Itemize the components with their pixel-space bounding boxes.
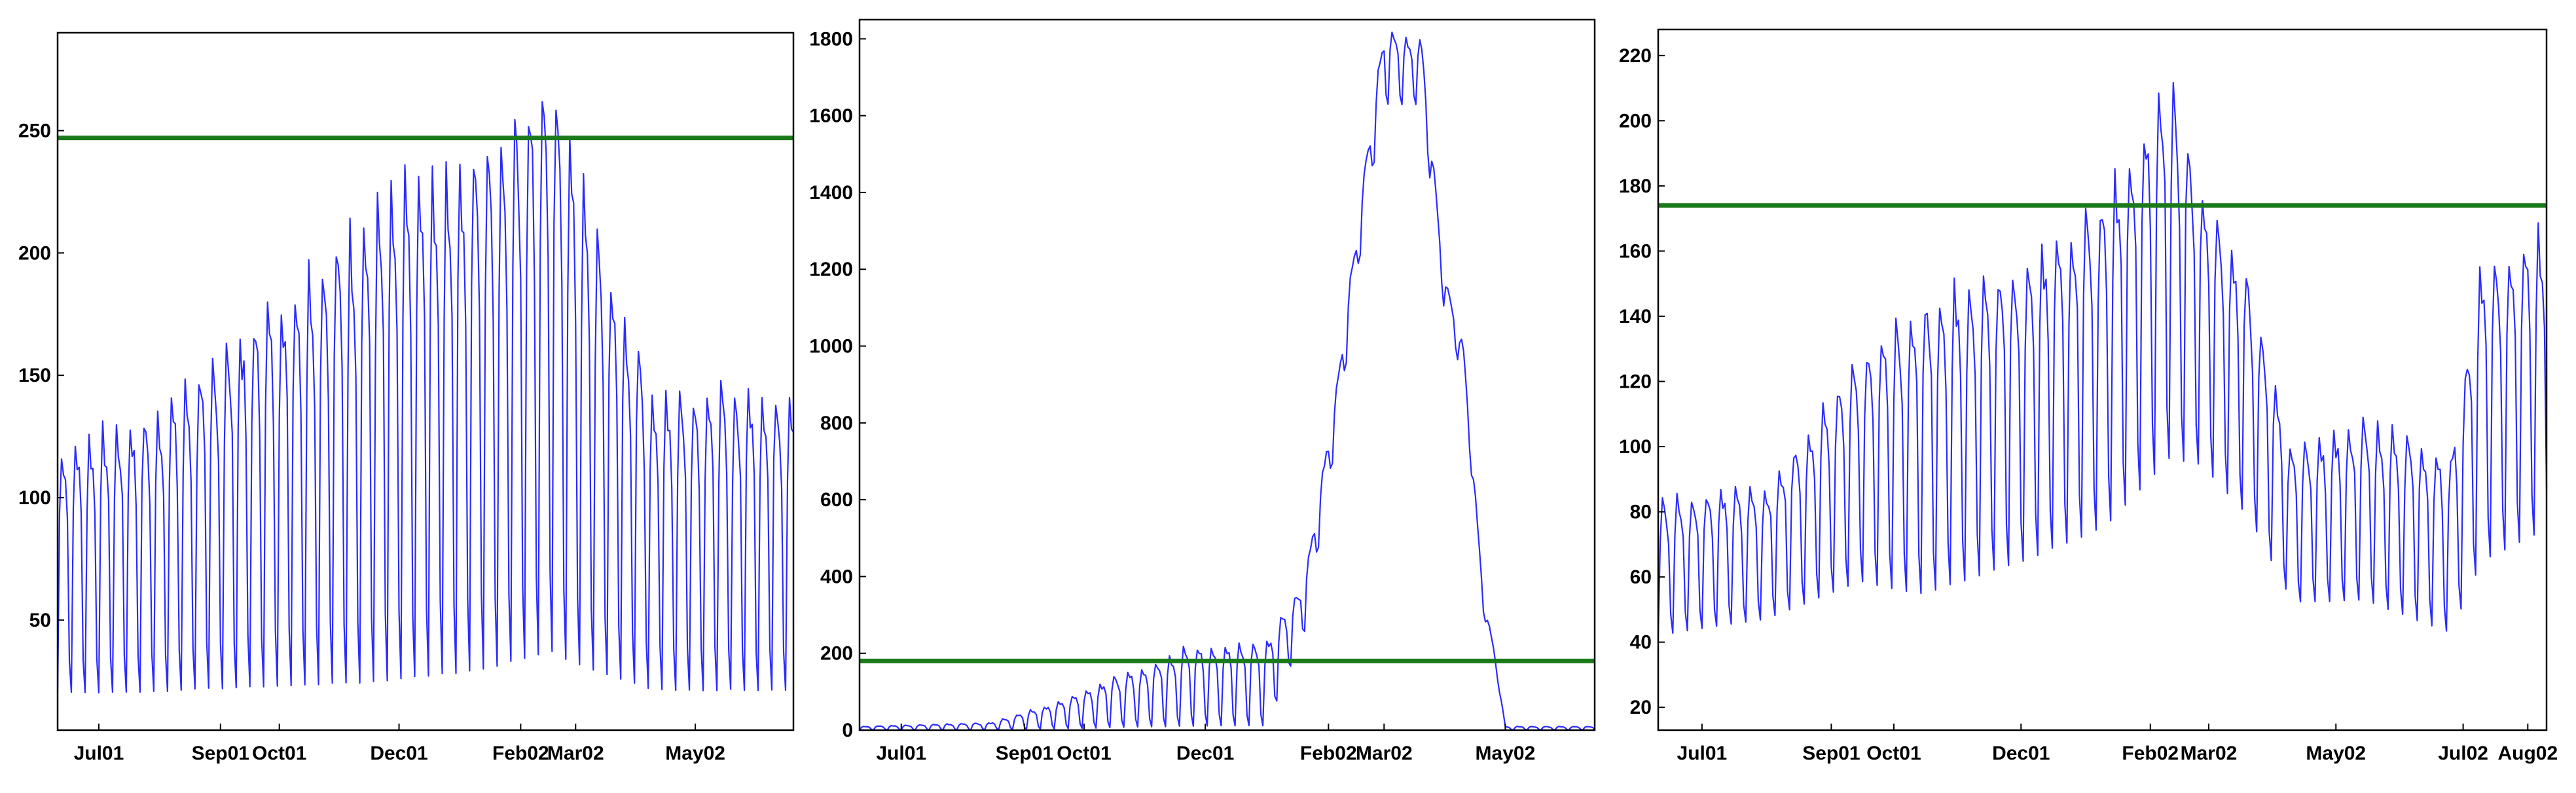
- x-tick-label: May02: [665, 743, 725, 764]
- y-tick-label: 80: [1630, 502, 1652, 523]
- x-tick-label: Feb02: [492, 743, 549, 764]
- x-tick-label: Jul01: [1677, 743, 1728, 764]
- x-tick-label: May02: [1476, 743, 1536, 764]
- x-tick-label: Dec01: [1176, 743, 1234, 764]
- y-tick-label: 1800: [809, 28, 853, 50]
- x-tick-label: Feb02: [2122, 743, 2179, 764]
- y-tick-label: 1000: [809, 336, 853, 358]
- x-tick-label: Sep01: [1802, 743, 1860, 764]
- axis-frame: [858, 18, 1596, 731]
- axis-frame: [1657, 28, 2548, 731]
- axis-frame: [56, 31, 795, 731]
- x-tick-label: Jul01: [74, 743, 124, 764]
- y-tick-label: 200: [1619, 110, 1652, 132]
- x-tick-label: Dec01: [370, 743, 427, 764]
- x-tick-label: Aug02: [2497, 743, 2558, 764]
- y-tick-label: 60: [1630, 566, 1652, 588]
- y-tick-label: 100: [1619, 436, 1652, 458]
- y-tick-label: 20: [1630, 697, 1652, 718]
- x-tick-label: Mar02: [1356, 743, 1413, 764]
- x-tick-label: Oct01: [1057, 743, 1111, 764]
- y-tick-label: 220: [1619, 45, 1652, 67]
- x-tick-label: Mar02: [547, 743, 604, 764]
- y-tick-label: 200: [820, 643, 853, 665]
- x-tick-label: Oct01: [252, 743, 306, 764]
- series-line: [859, 31, 1595, 731]
- y-tick-label: 120: [1619, 371, 1652, 392]
- y-tick-label: 160: [1619, 240, 1652, 262]
- y-tick-label: 100: [18, 487, 51, 509]
- y-tick-label: 180: [1619, 175, 1652, 197]
- series-line: [1657, 82, 2548, 636]
- chart-panel-right: 20 40 60 80 100 120 140 160 180 200 220 Jul01 Sep01 O…: [1619, 28, 2558, 764]
- y-tick-label: 1600: [809, 105, 853, 127]
- x-tick-label: Jul01: [876, 743, 926, 764]
- x-tick-label: Sep01: [996, 743, 1053, 764]
- y-tick-label: 150: [18, 365, 51, 386]
- y-tick-label: 50: [29, 610, 51, 631]
- x-tick-label: Feb02: [1300, 743, 1357, 764]
- y-tick-label: 1400: [809, 182, 853, 204]
- y-tick-label: 140: [1619, 306, 1652, 327]
- y-tick-label: 800: [820, 413, 853, 434]
- y-tick-label: 600: [820, 489, 853, 511]
- y-tick-label: 40: [1630, 632, 1652, 654]
- x-tick-label: Sep01: [192, 743, 249, 764]
- y-tick-label: 1200: [809, 259, 853, 280]
- series-line: [56, 101, 794, 694]
- y-tick-label: 0: [842, 720, 853, 741]
- x-tick-label: Jul02: [2438, 743, 2488, 764]
- y-tick-label: 250: [18, 120, 51, 141]
- y-tick-label: 200: [18, 242, 51, 264]
- y-tick-label: 400: [820, 566, 853, 587]
- x-tick-label: Dec01: [1992, 743, 2050, 764]
- x-tick-label: May02: [2306, 743, 2366, 764]
- x-tick-label: Mar02: [2181, 743, 2238, 764]
- chart-panel-middle: 0 200 400 600 800 1000 1200 1400 1600 1800 Jul01 Se…: [809, 18, 1596, 764]
- x-tick-label: Oct01: [1866, 743, 1921, 764]
